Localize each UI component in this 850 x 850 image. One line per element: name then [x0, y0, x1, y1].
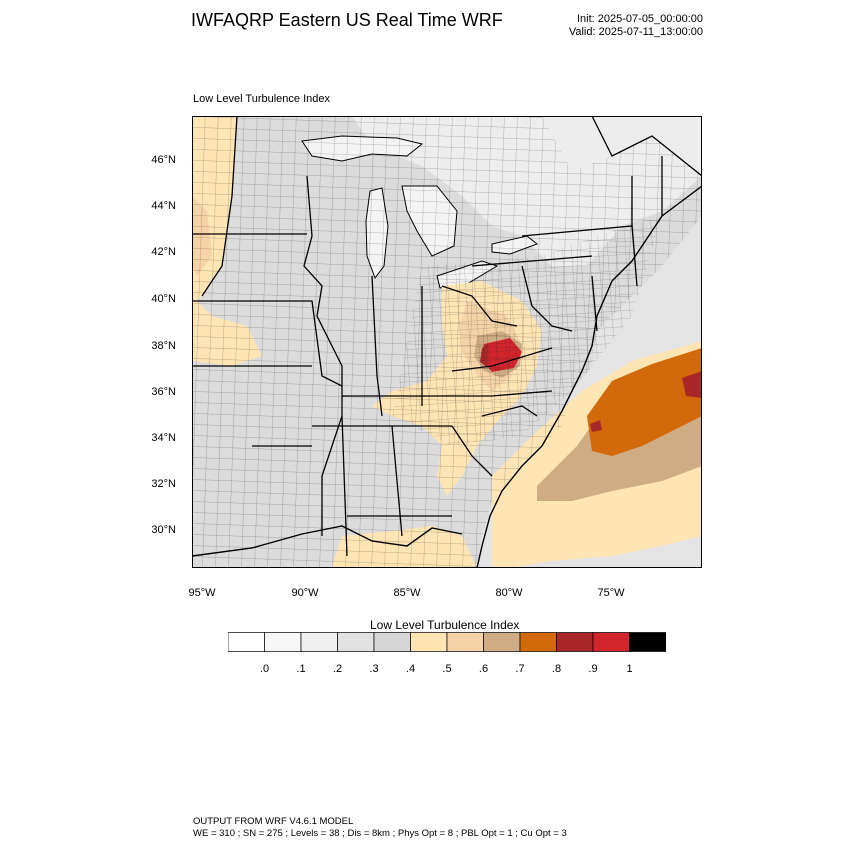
colorbar-tick-label: .7: [515, 663, 525, 675]
colorbar-tick-label: .0: [259, 663, 270, 675]
colorbar-tick-label: 1: [626, 663, 633, 675]
colorbar-tick-label: .1: [296, 663, 306, 675]
colorbar-swatch: [483, 632, 521, 652]
panel-label: Low Level Turbulence Index: [193, 93, 330, 105]
valid-time: Valid: 2025-07-11_13:00:00: [568, 26, 703, 38]
lon-label-80: 80°W: [495, 587, 523, 599]
lon-label-90: 90°W: [291, 587, 319, 599]
colorbar-title: Low Level Turbulence Index: [370, 618, 520, 632]
colorbar-swatch: [337, 632, 375, 652]
colorbar-tick-label: .3: [369, 663, 379, 675]
colorbar-swatch: [228, 632, 265, 652]
lat-label-32: 32°N: [151, 478, 176, 490]
gulf-coastline: [192, 525, 463, 557]
footer-line-1: OUTPUT FROM WRF V4.6.1 MODEL: [193, 816, 354, 827]
lat-label-46: 46°N: [151, 154, 176, 166]
colorbar-swatch: [629, 632, 666, 652]
lat-label-38: 38°N: [151, 340, 176, 352]
turbulence-map: [192, 116, 702, 568]
offshore-redspot: [682, 371, 702, 398]
offshore-orange: [587, 348, 702, 456]
state-boundaries: [192, 116, 702, 557]
run-times: Init: 2025-07-05_00:00:00 Valid: 2025-07…: [569, 13, 703, 39]
colorbar-swatch: [264, 632, 302, 652]
model-footer: OUTPUT FROM WRF V4.6.1 MODEL WE = 310 ; …: [193, 816, 567, 840]
colorbar: [228, 632, 666, 652]
footer-line-2: WE = 310 ; SN = 275 ; Levels = 38 ; Dis …: [193, 828, 567, 839]
colorbar-tick-label: .5: [442, 663, 452, 675]
colorbar-tick-label: .2: [332, 663, 343, 675]
lon-label-85: 85°W: [393, 587, 421, 599]
colorbar-swatch: [373, 632, 411, 652]
lat-label-40: 40°N: [151, 293, 176, 305]
offshore-redspot-2: [590, 420, 602, 432]
lat-label-44: 44°N: [151, 200, 176, 212]
east-coastline: [476, 185, 702, 568]
lon-label-95: 95°W: [188, 587, 216, 599]
county-grid-east: [392, 216, 662, 446]
chart-title: IWFAQRP Eastern US Real Time WRF: [191, 10, 503, 30]
colorbar-swatch: [300, 632, 338, 652]
colorbar-swatch: [556, 632, 594, 652]
colorbar-swatch: [592, 632, 630, 652]
lat-label-36: 36°N: [151, 386, 176, 398]
colorbar-tick-label: .9: [588, 663, 598, 675]
colorbar-tick-label: .8: [551, 663, 562, 675]
colorbar-swatch: [410, 632, 448, 652]
lon-label-75: 75°W: [597, 587, 625, 599]
lat-label-30: 30°N: [151, 524, 176, 536]
colorbar-tick-label: .6: [478, 663, 489, 675]
init-time: Init: 2025-07-05_00:00:00: [577, 13, 703, 25]
lat-label-34: 34°N: [151, 432, 176, 444]
colorbar-swatch: [446, 632, 484, 652]
colorbar-swatch: [519, 632, 557, 652]
map-frame: [192, 116, 702, 568]
colorbar-tick-label: .4: [405, 663, 416, 675]
lat-label-42: 42°N: [151, 246, 176, 258]
